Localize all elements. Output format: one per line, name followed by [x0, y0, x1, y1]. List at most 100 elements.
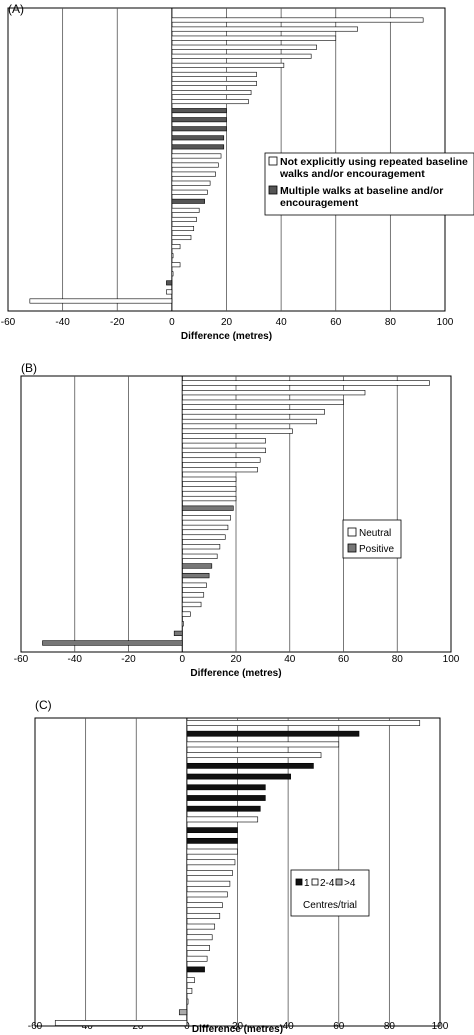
- bar: [186, 741, 340, 748]
- bar: [181, 534, 226, 540]
- x-tick-label: -60: [28, 1021, 43, 1032]
- bar: [171, 207, 200, 213]
- bar: [186, 720, 421, 726]
- bar: [181, 380, 430, 386]
- panel-label: (A): [8, 2, 24, 16]
- bar: [186, 762, 314, 769]
- bar: [171, 235, 192, 241]
- bar: [181, 486, 237, 492]
- bar: [181, 572, 210, 579]
- x-tick-label: 0: [184, 1021, 190, 1032]
- bar: [186, 945, 210, 951]
- legend-swatch: [311, 878, 319, 886]
- bar: [171, 226, 195, 231]
- bar: [181, 438, 266, 444]
- x-axis-label: Difference (metres): [181, 331, 272, 342]
- legend-swatch: [268, 185, 278, 195]
- bar: [181, 601, 202, 608]
- x-tick-label: 20: [230, 654, 242, 665]
- bar: [186, 805, 261, 812]
- x-tick-label: 100: [437, 317, 454, 328]
- bar: [171, 53, 312, 59]
- bar: [181, 399, 344, 405]
- bar: [171, 244, 181, 250]
- x-tick-label: 80: [384, 1021, 396, 1032]
- bar: [181, 457, 261, 463]
- legend-swatch: [335, 878, 343, 886]
- bar: [171, 271, 174, 277]
- bar: [186, 784, 266, 791]
- bar: [181, 495, 237, 502]
- bar: [181, 582, 207, 588]
- legend-swatch: [347, 527, 357, 537]
- bar: [181, 592, 205, 598]
- x-tick-label: 60: [333, 1021, 345, 1032]
- bar: [171, 126, 227, 132]
- legend-label: 2-4: [320, 878, 335, 889]
- bar: [186, 912, 221, 919]
- bar: [171, 171, 216, 177]
- bar: [186, 998, 189, 1005]
- bar: [171, 144, 225, 150]
- bar: [178, 1009, 188, 1016]
- bar: [181, 467, 258, 473]
- x-tick-label: 60: [330, 317, 342, 328]
- bar: [186, 816, 259, 823]
- x-tick-label: -20: [110, 317, 125, 328]
- bar: [171, 17, 424, 23]
- bar: [186, 837, 238, 844]
- legend-label: 1: [304, 878, 310, 889]
- bar: [171, 35, 337, 41]
- bar: [171, 262, 181, 268]
- bar: [186, 752, 322, 759]
- legend-swatch: [268, 156, 278, 166]
- bar: [186, 848, 238, 855]
- x-tick-label: 0: [169, 317, 175, 328]
- x-tick-label: -40: [78, 1021, 93, 1032]
- bar: [181, 611, 191, 617]
- x-tick-label: 20: [221, 317, 233, 328]
- x-axis-label: Difference (metres): [192, 1024, 283, 1035]
- bar: [181, 544, 221, 550]
- x-tick-label: 100: [432, 1021, 449, 1032]
- x-tick-label: 40: [276, 317, 288, 328]
- bar: [166, 280, 173, 286]
- bar: [173, 630, 183, 636]
- bar: [186, 934, 213, 941]
- bar: [171, 198, 205, 204]
- bar: [181, 409, 325, 415]
- bar: [171, 153, 222, 159]
- bar: [171, 71, 257, 77]
- x-tick-label: -40: [68, 654, 83, 665]
- bar: [171, 62, 285, 68]
- legend-label: encouragement: [280, 197, 359, 209]
- bar: [181, 515, 231, 521]
- x-tick-label: 100: [443, 654, 460, 665]
- bar: [186, 955, 208, 962]
- x-tick-label: -60: [14, 654, 29, 665]
- legend-label: >4: [344, 878, 356, 889]
- legend-swatch: [347, 543, 357, 553]
- legend-label: Not explicitly using repeated baseline: [280, 156, 468, 168]
- bar: [181, 505, 234, 511]
- legend-swatch: [295, 878, 303, 886]
- legend-label: Positive: [359, 544, 394, 555]
- legend-title: Centres/trial: [303, 900, 357, 911]
- bar: [181, 390, 366, 396]
- bar: [186, 891, 228, 898]
- panel-label: (B): [21, 361, 37, 375]
- bar: [171, 180, 211, 186]
- bar: [181, 447, 266, 454]
- bar: [171, 117, 227, 123]
- x-tick-label: 80: [392, 654, 404, 665]
- x-tick-label: -40: [55, 317, 70, 328]
- bar: [186, 880, 231, 887]
- x-tick-label: -20: [129, 1021, 144, 1032]
- bar: [181, 553, 218, 559]
- bar: [171, 216, 197, 222]
- bar: [54, 1020, 188, 1026]
- bar: [171, 135, 225, 141]
- x-tick-label: 0: [179, 654, 185, 665]
- bar: [186, 870, 233, 876]
- bar: [171, 253, 174, 259]
